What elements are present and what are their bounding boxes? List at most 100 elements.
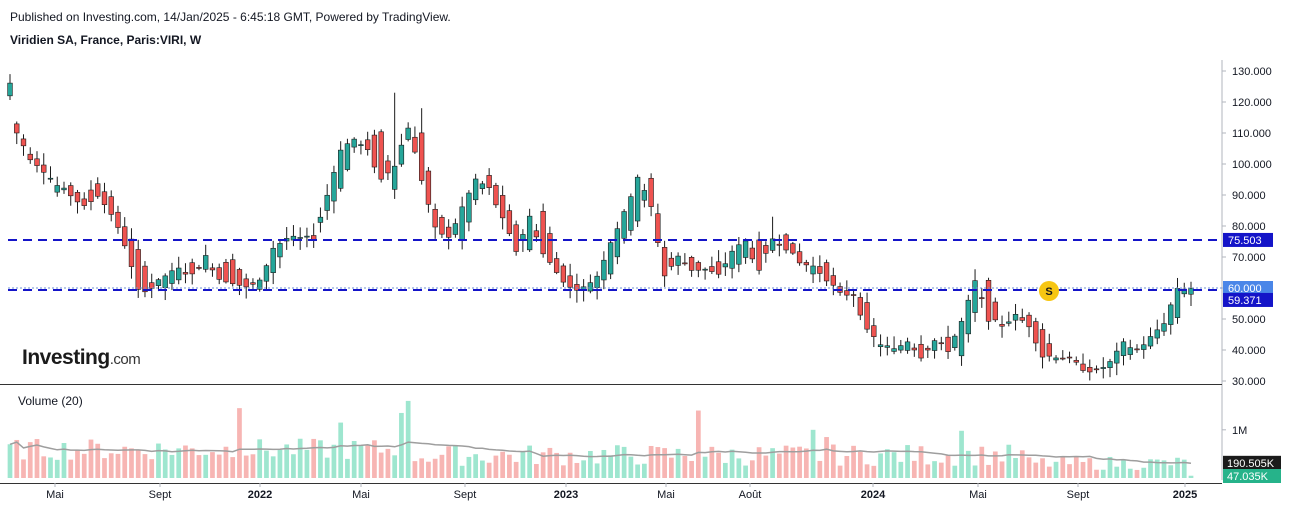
candle-body [553, 258, 560, 273]
volume-bar [689, 460, 694, 478]
candle-body [736, 244, 742, 265]
volume-bar [992, 451, 998, 478]
candle-body [216, 267, 222, 280]
candle-body [891, 348, 897, 352]
price-tick-label: 130.000 [1232, 66, 1272, 78]
candle-body [749, 247, 756, 260]
volume-bar [588, 450, 593, 478]
volume-bar [1067, 464, 1072, 478]
volume-bar [574, 462, 580, 478]
volume-bar [561, 465, 566, 478]
candle-body [864, 302, 870, 330]
candle-body [999, 324, 1005, 327]
candle-body [405, 127, 411, 140]
candle-body [857, 297, 863, 316]
candle-body [992, 301, 998, 321]
volume-bar [884, 449, 890, 478]
volume-bar [304, 449, 310, 478]
candle-body [230, 259, 236, 285]
volume-bar [486, 462, 492, 478]
volume-bar [135, 449, 141, 478]
candle-body [250, 282, 256, 285]
candle-body [392, 165, 398, 190]
candle-body [601, 259, 607, 281]
volume-bar [770, 448, 775, 478]
volume-bar [1060, 456, 1066, 478]
volume-bar [695, 410, 701, 478]
candle-body [729, 250, 735, 269]
time-tick-label: Sept [454, 489, 477, 501]
candle-body [965, 299, 971, 335]
volume-bar [466, 456, 472, 478]
candle-body [796, 251, 803, 264]
volume-bar [1080, 461, 1086, 478]
split-event-marker[interactable] [1039, 281, 1059, 301]
last-price-tag [1223, 281, 1273, 295]
volume-bar [837, 465, 843, 478]
volume-bar [237, 408, 242, 478]
candle-body [952, 335, 958, 348]
candle-body [628, 196, 634, 231]
volume-bar [729, 449, 735, 478]
volume-bar [324, 457, 330, 478]
candle-body [1073, 360, 1079, 363]
candle-body [810, 265, 816, 275]
candle-body [358, 144, 364, 146]
volume-bar [453, 445, 458, 478]
candle-body [297, 237, 303, 239]
lower-level-tag-text: 59.371 [1228, 295, 1262, 307]
candle-body [823, 262, 830, 282]
candle-body [506, 210, 513, 234]
volume-bar [682, 456, 688, 478]
upper-level-tag [1223, 232, 1273, 247]
candle-body [925, 347, 931, 351]
volume-bar [149, 459, 155, 478]
volume-bar [257, 439, 263, 478]
volume-bar [972, 465, 978, 478]
volume-bar [581, 460, 586, 478]
candle-body [614, 228, 621, 258]
candle-body [41, 164, 47, 173]
split-event-label: S [1045, 286, 1052, 298]
volume-bar [1053, 461, 1059, 478]
candle-body [1100, 367, 1106, 369]
candle-body [472, 178, 479, 201]
candle-body [189, 262, 195, 275]
candle-body [1127, 347, 1133, 355]
volume-bar [891, 452, 897, 478]
volume-bar [749, 460, 755, 478]
volume-bar [662, 448, 667, 478]
volume-bar [500, 451, 506, 478]
candle-body [7, 82, 13, 97]
volume-bar [405, 400, 411, 478]
candle-body [203, 255, 209, 270]
volume-bar [608, 455, 613, 478]
candle-body [702, 268, 708, 271]
volume-bar [830, 444, 836, 478]
candle-body [587, 282, 594, 292]
candle-body [709, 266, 715, 272]
volume-bar [824, 437, 829, 478]
volume-bar [48, 457, 53, 478]
volume-bar [803, 448, 809, 478]
time-tick-label: Mai [352, 489, 370, 501]
candle-body [1012, 313, 1019, 321]
last-volume-tag-text: 47.035K [1227, 471, 1269, 483]
candle-body [871, 325, 877, 337]
volume-bar [358, 445, 364, 478]
volume-bar [932, 461, 937, 478]
volume-bar [142, 454, 148, 478]
volume-bar [1040, 458, 1045, 478]
candle-body [715, 261, 722, 275]
candle-body [594, 275, 600, 288]
volume-bar [439, 454, 445, 478]
candle-body [769, 238, 776, 251]
candle-body [1154, 329, 1160, 339]
time-tick-label: Sept [1067, 489, 1090, 501]
volume-bar [392, 455, 398, 478]
candle-body [931, 340, 938, 351]
price-tick-label: 100.000 [1232, 159, 1272, 171]
candle-body [1026, 314, 1032, 328]
volume-bars [7, 400, 1194, 478]
